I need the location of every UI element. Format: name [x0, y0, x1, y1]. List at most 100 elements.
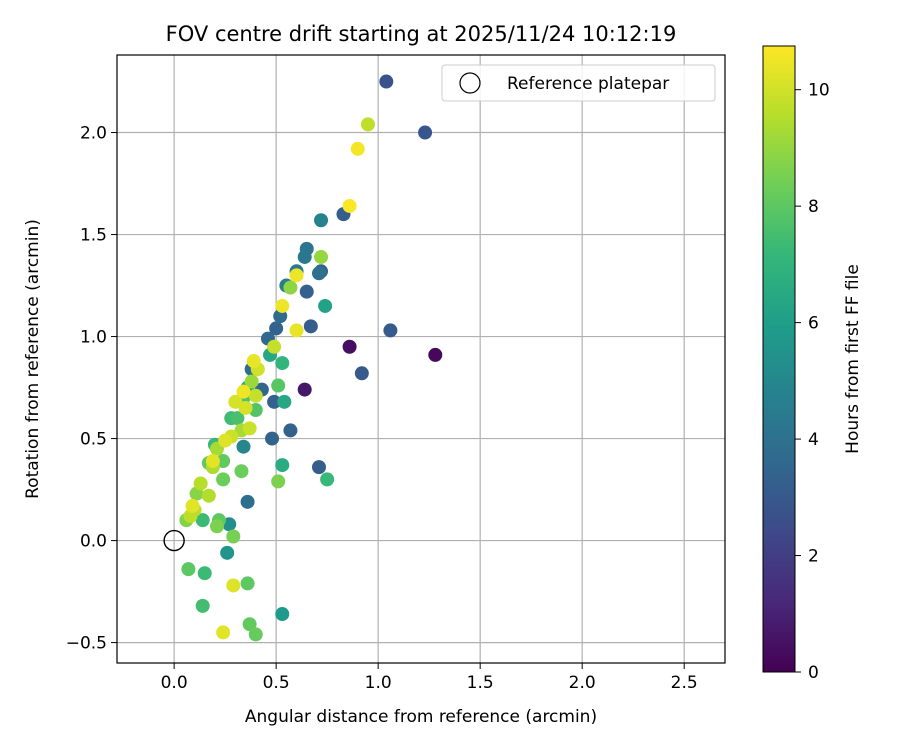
data-point: [275, 356, 290, 371]
data-point: [246, 354, 261, 369]
data-point: [195, 598, 210, 613]
data-point: [318, 298, 333, 313]
colorbar: 0 2 4 6 8 10 Hours from first FF file: [762, 45, 863, 683]
colorbar-frame: [762, 45, 796, 673]
colorbar-ticks: 0 2 4 6 8 10: [795, 81, 830, 683]
legend-marker-reference: [459, 72, 481, 94]
data-point: [197, 566, 212, 581]
colorbar-tick-label: 2: [808, 547, 819, 567]
data-point: [275, 298, 290, 313]
data-point: [205, 454, 220, 469]
data-point: [342, 198, 357, 213]
plot-frame: [116, 54, 726, 664]
data-point: [267, 394, 282, 409]
data-point: [218, 433, 233, 448]
x-tick-label: 2.5: [671, 673, 698, 693]
colorbar-tick-label: 0: [808, 663, 819, 683]
reference-point-marker: [163, 529, 185, 552]
data-point: [271, 474, 286, 489]
y-tick-label: 2.0: [80, 124, 107, 144]
data-point: [209, 519, 224, 534]
x-axis-ticks: 0.0 0.5 1.0 1.5 2.0 2.5: [161, 663, 698, 693]
data-points: [163, 74, 443, 642]
data-point: [216, 472, 231, 487]
legend-box: [441, 64, 716, 102]
y-axis-label: Rotation from reference (arcmin): [23, 219, 43, 499]
x-tick-label: 1.0: [365, 673, 392, 693]
data-point: [242, 421, 257, 436]
colorbar-tick-label: 4: [808, 430, 819, 450]
data-point: [311, 460, 326, 475]
data-point: [289, 268, 304, 283]
colorbar-tick-label: 10: [808, 81, 830, 101]
data-point: [289, 323, 304, 338]
y-tick-label: −0.5: [66, 634, 107, 654]
colorbar-gradient: [763, 46, 795, 672]
y-tick-label: 1.0: [80, 328, 107, 348]
data-point: [299, 284, 314, 299]
data-point: [320, 472, 335, 487]
data-point: [181, 562, 196, 577]
data-point: [242, 617, 257, 632]
x-axis-label: Angular distance from reference (arcmin): [245, 707, 597, 727]
data-point: [314, 249, 329, 264]
data-point: [311, 266, 326, 281]
data-point: [350, 141, 365, 156]
chart-title: FOV centre drift starting at 2025/11/24 …: [166, 22, 677, 46]
y-tick-label: 0.0: [80, 532, 107, 552]
data-point: [314, 213, 329, 228]
data-point: [226, 529, 241, 544]
data-point: [248, 627, 263, 642]
y-axis-ticks: −0.5 0.0 0.5 1.0 1.5 2.0: [66, 124, 117, 654]
data-point: [297, 382, 312, 397]
data-point: [228, 394, 243, 409]
y-tick-label: 0.5: [80, 430, 107, 450]
data-point: [201, 488, 216, 503]
data-point: [383, 323, 398, 338]
x-tick-label: 0.5: [263, 673, 290, 693]
data-point: [240, 494, 255, 509]
data-point: [236, 384, 251, 399]
data-point: [271, 378, 286, 393]
data-point: [230, 411, 245, 426]
legend-label-reference: Reference platepar: [507, 74, 669, 94]
x-tick-label: 0.0: [161, 673, 188, 693]
data-point: [379, 74, 394, 89]
data-point: [220, 545, 235, 560]
x-tick-label: 2.0: [569, 673, 596, 693]
data-point: [226, 578, 241, 593]
data-point: [248, 388, 263, 403]
plot-grid: [117, 55, 725, 663]
colorbar-tick-label: 8: [808, 197, 819, 217]
data-point: [269, 321, 284, 336]
data-point: [216, 454, 231, 469]
data-point: [354, 366, 369, 381]
data-point: [297, 249, 312, 264]
data-point: [275, 458, 290, 473]
data-point: [265, 431, 280, 446]
data-point: [303, 319, 318, 334]
data-point: [428, 347, 443, 362]
data-point: [277, 394, 292, 409]
data-point: [244, 374, 259, 389]
data-point: [283, 280, 298, 295]
data-point: [342, 339, 357, 354]
data-point: [267, 339, 282, 354]
data-point: [283, 423, 298, 438]
y-tick-label: 1.5: [80, 226, 107, 246]
data-point: [234, 464, 249, 479]
x-tick-label: 1.5: [467, 673, 494, 693]
legend: Reference platepar: [441, 64, 716, 102]
data-point: [216, 625, 231, 640]
colorbar-tick-label: 6: [808, 314, 819, 334]
data-point: [238, 400, 253, 415]
data-point: [240, 576, 255, 591]
data-point: [360, 117, 375, 132]
data-point: [236, 439, 251, 454]
data-point: [195, 513, 210, 528]
data-point: [185, 498, 200, 513]
data-point: [275, 607, 290, 622]
data-point: [193, 476, 208, 491]
colorbar-label: Hours from first FF file: [843, 264, 863, 454]
